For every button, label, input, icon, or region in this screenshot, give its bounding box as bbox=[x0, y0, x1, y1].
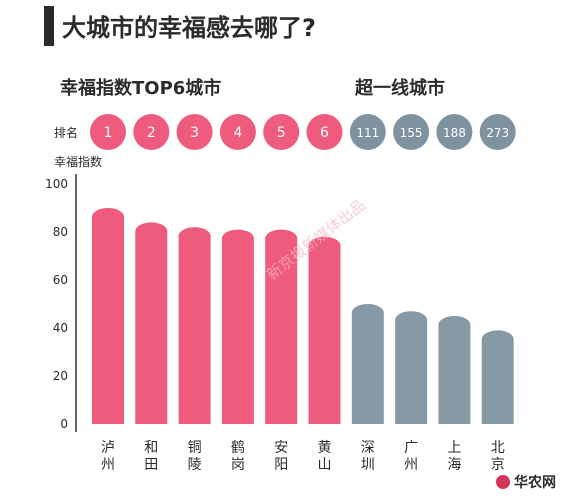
x-tick-label: 黄 bbox=[318, 439, 332, 456]
bar bbox=[395, 311, 428, 424]
rank-badge bbox=[306, 114, 343, 150]
y-tick-label: 100 bbox=[45, 177, 68, 191]
rank-badge bbox=[393, 114, 430, 150]
bar bbox=[351, 304, 384, 424]
x-tick-label: 阳 bbox=[274, 457, 288, 473]
x-tick-label: 上 bbox=[447, 440, 461, 456]
rank-badge bbox=[436, 114, 473, 150]
bar bbox=[308, 236, 341, 424]
x-tick-label: 广 bbox=[404, 440, 418, 456]
y-tick-label: 20 bbox=[53, 369, 68, 383]
x-tick-label: 田 bbox=[144, 457, 158, 473]
rank-badge-label: 188 bbox=[443, 126, 466, 140]
rank-badge bbox=[479, 114, 516, 150]
rank-badge bbox=[263, 114, 300, 150]
bar bbox=[221, 229, 254, 424]
page-title: 大城市的幸福感去哪了? bbox=[62, 14, 316, 42]
y-tick-label: 60 bbox=[53, 273, 68, 287]
group-heading-top6: 幸福指数TOP6城市 bbox=[60, 77, 221, 99]
rank-badge-label: 1 bbox=[104, 125, 113, 141]
y-tick-label: 40 bbox=[53, 321, 68, 335]
x-tick-label: 海 bbox=[447, 457, 461, 473]
rank-row-label: 排名 bbox=[54, 125, 78, 140]
title-accent-bar bbox=[44, 6, 54, 46]
bar bbox=[438, 315, 471, 424]
rank-badge-label: 2 bbox=[147, 125, 156, 141]
x-tick-label: 陵 bbox=[188, 457, 202, 473]
x-tick-label: 圳 bbox=[361, 457, 375, 473]
x-tick-label: 岗 bbox=[231, 457, 245, 473]
rank-badge bbox=[176, 114, 213, 150]
rank-badge-label: 4 bbox=[233, 125, 242, 141]
bar bbox=[481, 330, 514, 424]
y-tick-label: 0 bbox=[60, 417, 68, 431]
bar bbox=[178, 227, 211, 424]
x-tick-label: 山 bbox=[318, 457, 332, 473]
bar bbox=[265, 229, 298, 424]
brand-icon bbox=[496, 475, 510, 489]
x-tick-label: 泸 bbox=[101, 440, 115, 456]
rank-badge-label: 273 bbox=[486, 126, 509, 140]
x-tick-label: 京 bbox=[491, 457, 505, 473]
rank-badge bbox=[90, 114, 126, 150]
bar bbox=[135, 222, 168, 424]
brand-label: 华农网 bbox=[514, 475, 556, 491]
x-tick-label: 深 bbox=[361, 440, 375, 456]
x-tick-label: 州 bbox=[101, 457, 115, 473]
rank-badge-label: 111 bbox=[356, 126, 379, 140]
rank-badge bbox=[349, 114, 386, 150]
rank-badge-label: 3 bbox=[190, 125, 199, 141]
x-tick-label: 鹤 bbox=[231, 440, 245, 456]
x-tick-label: 和 bbox=[144, 440, 158, 456]
brand-logo: 华农网 bbox=[496, 472, 556, 492]
x-tick-label: 州 bbox=[404, 457, 418, 473]
rank-badge bbox=[219, 114, 256, 150]
x-tick-label: 北 bbox=[491, 440, 505, 456]
bar bbox=[92, 208, 124, 424]
rank-badge-label: 6 bbox=[320, 125, 329, 141]
y-tick-label: 80 bbox=[53, 225, 68, 239]
x-tick-label: 安 bbox=[274, 440, 288, 456]
y-axis-label: 幸福指数 bbox=[54, 154, 102, 169]
rank-badge-label: 155 bbox=[400, 126, 423, 140]
rank-badge bbox=[133, 114, 170, 150]
x-tick-label: 铜 bbox=[188, 440, 202, 456]
rank-badge-label: 5 bbox=[277, 125, 286, 141]
group-heading-tier1: 超一线城市 bbox=[355, 77, 445, 99]
